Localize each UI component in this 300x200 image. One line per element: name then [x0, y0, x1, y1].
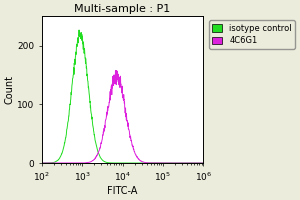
Y-axis label: Count: Count — [4, 75, 14, 104]
X-axis label: FITC-A: FITC-A — [107, 186, 138, 196]
Title: Multi-sample : P1: Multi-sample : P1 — [74, 4, 171, 14]
Legend: isotype control, 4C6G1: isotype control, 4C6G1 — [209, 20, 295, 48]
